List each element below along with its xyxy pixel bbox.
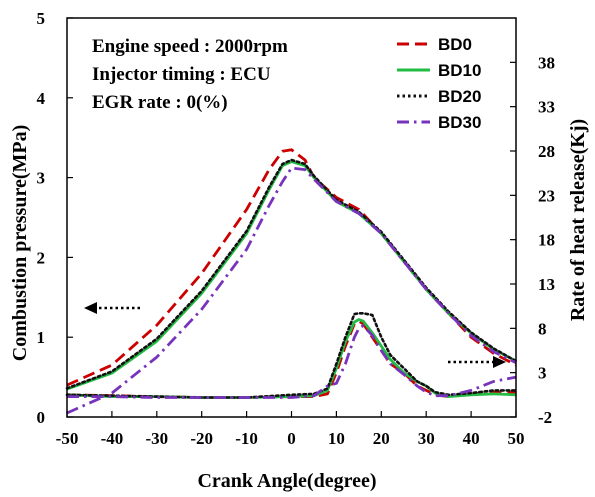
y-right-tick-label: 23	[538, 186, 555, 205]
x-tick-label: -10	[235, 429, 258, 448]
x-tick-label: 0	[287, 429, 296, 448]
annotation-line: EGR rate : 0(%)	[92, 92, 228, 113]
y-right-tick-label: -2	[538, 408, 552, 427]
y-left-axis-title: Combustion pressure(MPa)	[9, 125, 31, 361]
y-right-axis-title: Rate of heat release(Kj)	[567, 119, 589, 321]
y-left-tick-label: 5	[37, 9, 46, 28]
y-right-tick-label: 18	[538, 231, 555, 250]
annotation-line: Injector timing : ECU	[92, 64, 271, 85]
legend-label-bd10: BD10	[438, 61, 481, 80]
x-tick-label: 10	[328, 429, 345, 448]
x-tick-label: 30	[418, 429, 435, 448]
y-left-tick-label: 0	[37, 408, 46, 427]
y-right-tick-label: 33	[538, 98, 555, 117]
x-tick-label: 20	[373, 429, 390, 448]
left-axis-arrowhead	[84, 302, 97, 314]
x-tick-label: 50	[508, 429, 525, 448]
series-line-bd20-pressure	[65, 158, 518, 390]
axes: -50 -40 -30 -20 -10 0 10 20 30 40 50012345-2381318…	[37, 9, 556, 448]
legend-label-bd30: BD30	[438, 113, 481, 132]
legend-label-bd0: BD0	[438, 35, 472, 54]
left-axis-arrow	[84, 302, 140, 314]
y-left-tick-label: 2	[37, 248, 46, 267]
y-right-tick-label: 13	[538, 275, 555, 294]
x-tick-label: -50	[56, 429, 79, 448]
right-axis-arrowhead	[493, 356, 506, 368]
x-tick-label: 40	[463, 429, 480, 448]
annotation-line: Engine speed : 2000rpm	[92, 36, 288, 57]
series-line-bd30-pressure	[66, 166, 517, 415]
y-left-tick-label: 1	[37, 328, 46, 347]
series-line-bd30-heat-release	[67, 324, 517, 399]
series-lines	[65, 148, 518, 415]
y-right-tick-label: 38	[538, 53, 555, 72]
legend: BD0 BD10 BD20 BD30	[397, 35, 481, 132]
right-axis-arrow	[448, 356, 506, 368]
x-tick-label: -40	[101, 429, 124, 448]
annotation-block: Engine speed : 2000rpm Injector timing : …	[92, 36, 288, 113]
series-line-bd0-heat-release	[66, 319, 516, 399]
y-right-tick-label: 28	[538, 142, 555, 161]
y-left-tick-label: 3	[37, 169, 46, 188]
y-right-tick-label: 3	[538, 364, 547, 383]
y-left-tick-label: 4	[37, 89, 46, 108]
y-right-tick-label: 8	[538, 319, 547, 338]
legend-label-bd20: BD20	[438, 87, 481, 106]
x-tick-label: -20	[190, 429, 213, 448]
x-axis-title: Crank Angle(degree)	[197, 470, 376, 492]
axis-titles: Crank Angle(degree) Combustion pressure(…	[9, 119, 589, 492]
series-line-bd0-pressure	[66, 148, 517, 387]
series-line-bd20-heat-release	[65, 311, 518, 399]
x-tick-label: -30	[145, 429, 168, 448]
